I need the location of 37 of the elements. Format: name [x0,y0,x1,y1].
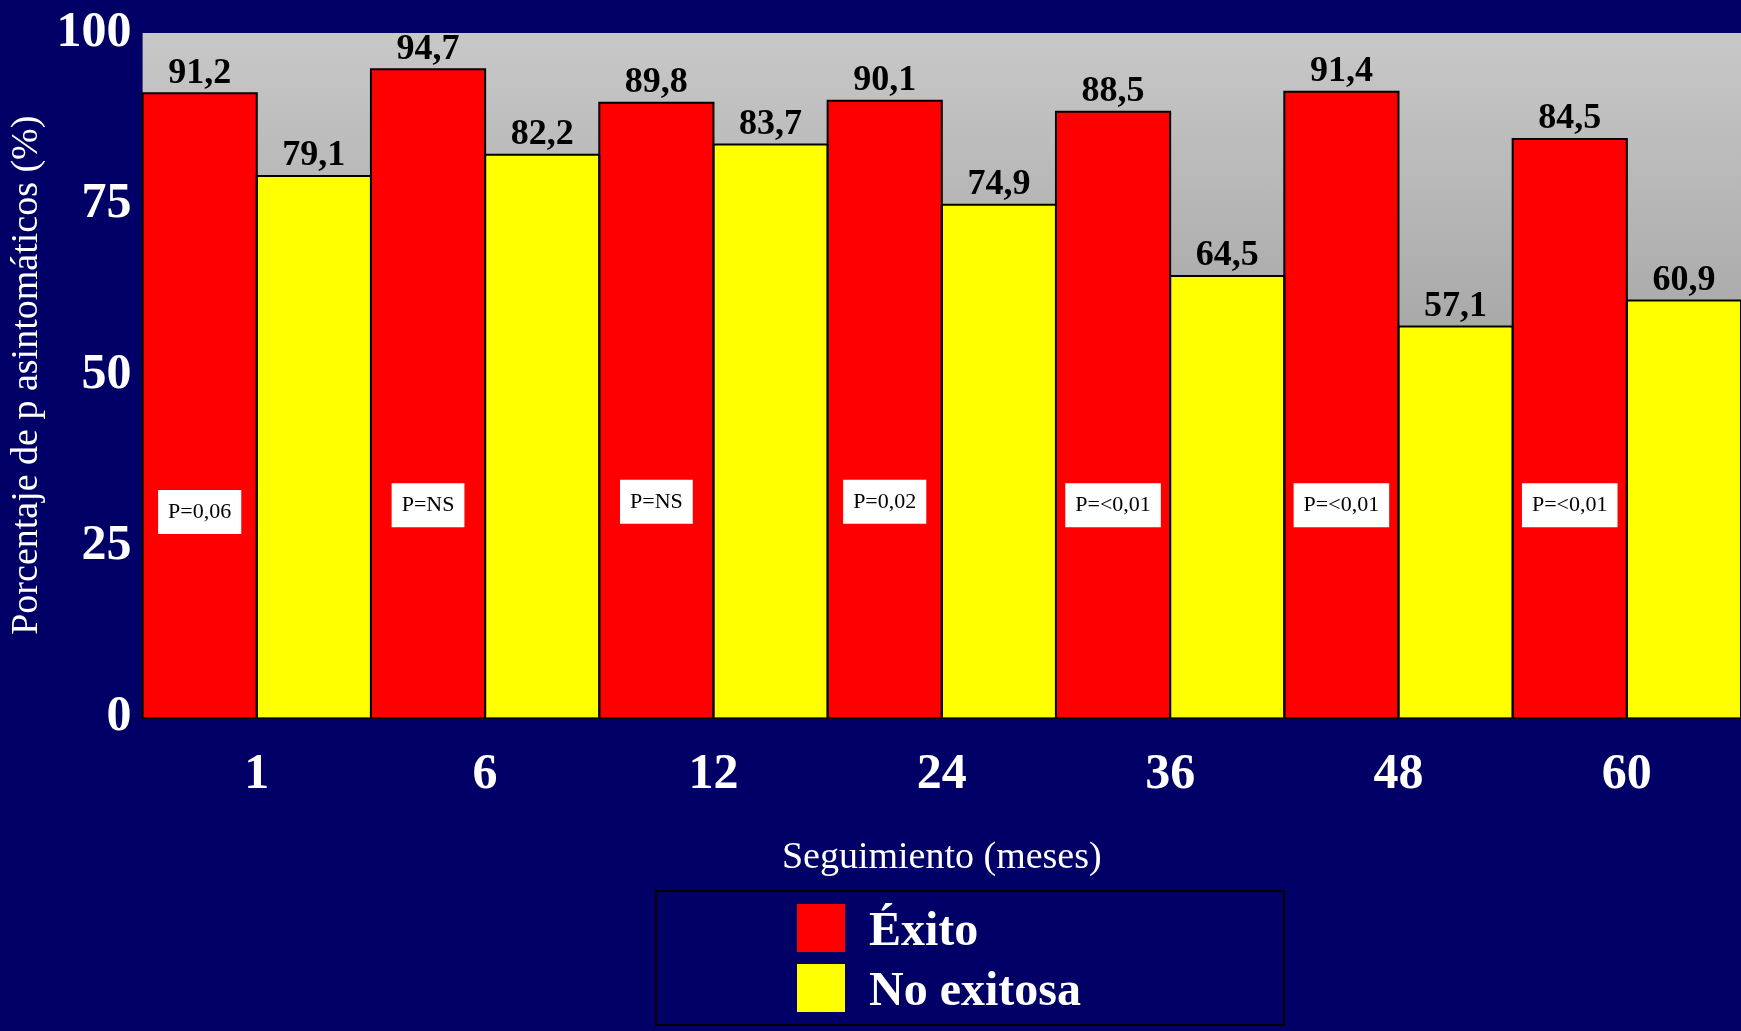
annotation: P=NS [629,487,683,513]
annotation: P=<0,01 [1303,491,1380,517]
legend-label: No exitosa [869,960,1081,1016]
x-tick-label: 6 [472,743,498,800]
text: 90,1 [853,58,917,99]
y-tick-label: 50 [81,343,132,400]
y-tick-label: 0 [106,685,132,742]
x-tick-label: 12 [688,743,739,800]
x-tick-label: 24 [916,743,967,800]
y-tick-label: 75 [81,172,132,229]
x-tick-label: 1 [244,743,270,800]
text: 91,2 [168,50,232,91]
x-tick-label: 36 [1145,743,1196,800]
text: 84,5 [1538,96,1602,137]
annotation: P=<0,01 [1075,491,1151,517]
legend-label: Éxito [869,900,979,956]
text: 82,2 [510,112,574,153]
text: 64,5 [1195,233,1259,274]
text: 60,9 [1652,257,1716,298]
text: 74,9 [967,162,1031,203]
x-tick-label: 48 [1373,743,1424,800]
text: 94,7 [396,26,460,67]
x-tick-label: 60 [1601,743,1652,800]
y-tick-label: 100 [56,0,132,57]
x-axis-title: Seguimiento (meses) [781,834,1102,878]
annotation: P=0,02 [853,487,917,513]
annotation: P=0,06 [168,497,232,523]
y-axis-title: Porcentaje de p asintomáticos (%) [2,115,46,635]
annotation: P=<0,01 [1531,491,1608,517]
text: 83,7 [739,101,803,142]
text: 91,4 [1309,49,1373,90]
annotation: P=NS [401,491,455,517]
text: 89,8 [624,60,688,101]
y-tick-label: 25 [81,514,132,571]
text: 57,1 [1424,283,1488,324]
text: 88,5 [1081,69,1145,109]
text: 79,1 [282,133,346,174]
